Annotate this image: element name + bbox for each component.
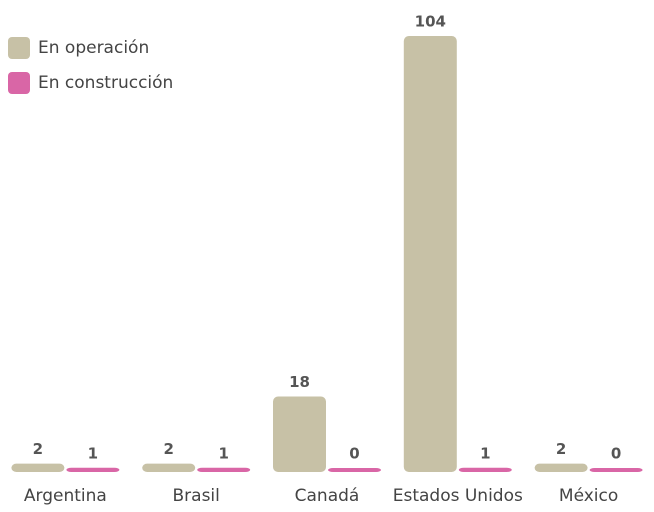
legend-label: En operación: [38, 38, 149, 58]
bar: [197, 467, 251, 472]
bar: [66, 467, 120, 472]
bar: [534, 463, 588, 472]
data-label: 1: [218, 444, 228, 462]
data-label: 104: [415, 13, 446, 31]
x-tick-label: Canadá: [295, 486, 360, 506]
data-label: 18: [289, 373, 310, 391]
data-label: 1: [88, 444, 98, 462]
legend-swatch: [8, 37, 30, 59]
x-tick-label: Argentina: [24, 486, 107, 506]
bar: [11, 463, 65, 472]
data-label: 1: [480, 444, 490, 462]
x-tick-label: Estados Unidos: [393, 486, 523, 506]
bar: [403, 36, 457, 472]
bar: [589, 468, 643, 472]
x-tick-label: México: [559, 486, 618, 506]
data-label: 0: [611, 445, 621, 463]
bar: [328, 468, 381, 472]
data-label: 2: [556, 440, 566, 458]
bar: [458, 467, 512, 472]
data-label: 0: [349, 445, 359, 463]
x-tick-label: Brasil: [173, 486, 220, 506]
bar: [142, 463, 196, 472]
bar: [273, 396, 326, 472]
legend-label: En construcción: [38, 73, 173, 93]
data-label: 2: [33, 440, 43, 458]
legend-swatch: [8, 72, 30, 94]
data-label: 2: [163, 440, 173, 458]
